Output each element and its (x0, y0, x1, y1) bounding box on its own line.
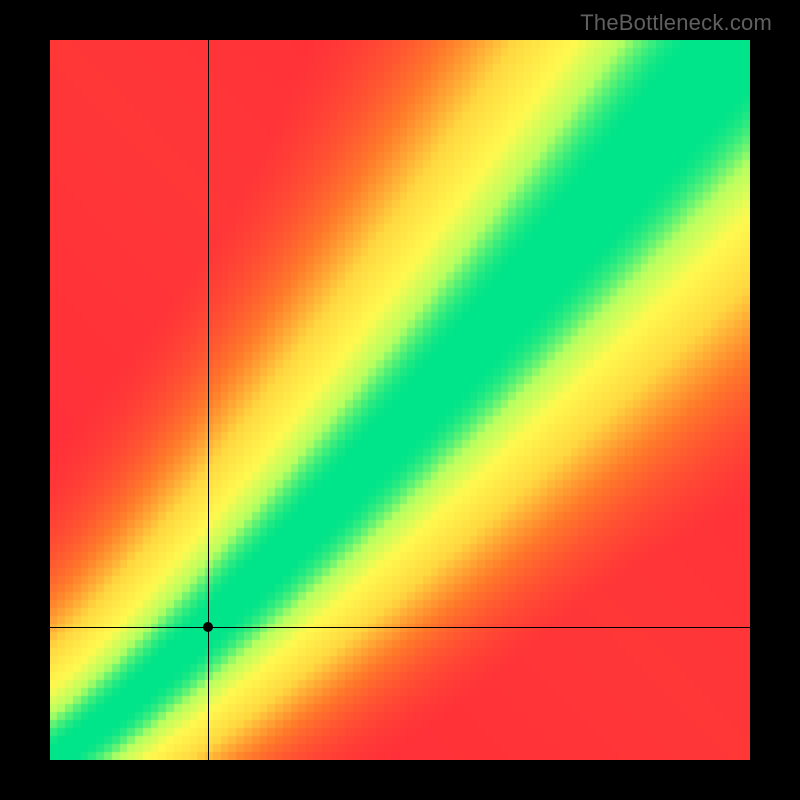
crosshair-vertical (208, 40, 209, 760)
heatmap-canvas (50, 40, 750, 760)
watermark-text: TheBottleneck.com (580, 10, 772, 36)
heatmap-plot (50, 40, 750, 760)
crosshair-marker-dot (203, 622, 213, 632)
crosshair-horizontal (50, 627, 750, 628)
